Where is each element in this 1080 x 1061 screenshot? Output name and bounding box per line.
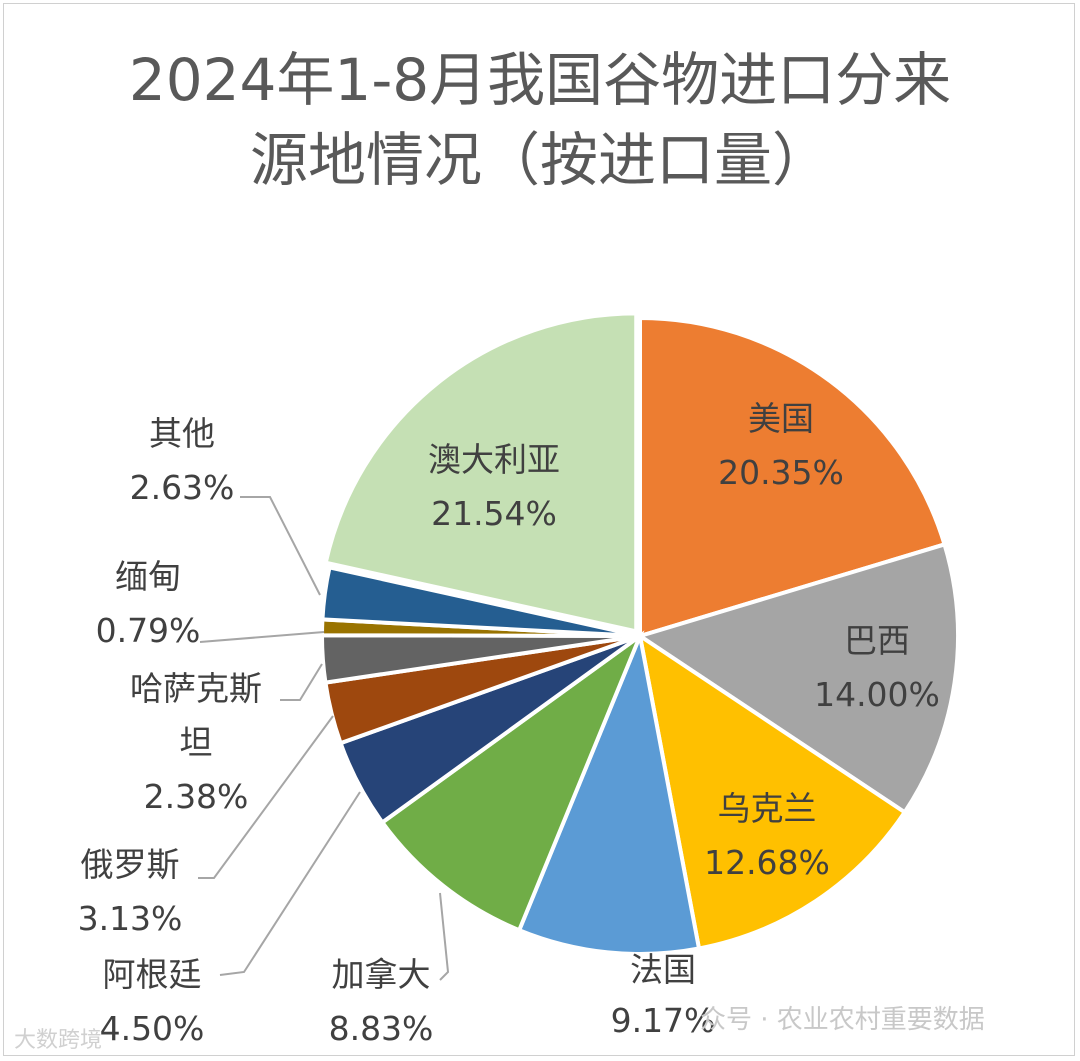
leader-line-9 xyxy=(240,496,321,596)
pie-slice-10 xyxy=(323,311,639,634)
slice-value-9: 2.63% xyxy=(130,468,235,507)
chart-title-line-2: 源地情况（按进口量） xyxy=(249,126,830,194)
slice-labels: 美国 20.35% 巴西 14.00% 乌克兰 12.68% 法国 9.17% 加拿大 8.83%… xyxy=(78,399,940,1048)
slice-value-5: 4.50% xyxy=(100,1009,205,1048)
slice-name-7-a: 哈萨克斯 xyxy=(130,669,262,708)
pie-slice-2 xyxy=(637,631,908,951)
chart-title-line-1: 2024年1-8月我国谷物进口分来 xyxy=(128,46,952,114)
slice-name-10: 澳大利亚 xyxy=(428,440,560,479)
pie-slices xyxy=(319,311,960,956)
slice-value-1: 14.00% xyxy=(814,675,940,714)
slice-value-3: 9.17% xyxy=(611,1001,716,1040)
watermark-group: 大数跨境 众号 · 农业农村重要数据 xyxy=(14,1005,985,1053)
leader-line-8 xyxy=(199,631,325,643)
slice-name-6: 俄罗斯 xyxy=(81,845,180,884)
slice-value-7: 2.38% xyxy=(144,777,249,816)
pie-slice-1 xyxy=(635,541,960,816)
pie-slice-4 xyxy=(379,630,645,933)
pie-slice-3 xyxy=(516,628,702,956)
slice-name-8: 缅甸 xyxy=(115,557,181,596)
slice-value-6: 3.13% xyxy=(78,899,183,938)
pie-slice-0 xyxy=(638,315,948,639)
leader-line-5 xyxy=(219,791,361,976)
slice-name-5: 阿根廷 xyxy=(103,955,202,994)
slice-name-3: 法国 xyxy=(630,950,696,989)
watermark-right: 众号 · 农业农村重要数据 xyxy=(700,1005,985,1035)
pie-slice-9 xyxy=(320,565,641,638)
leader-lines xyxy=(198,496,450,981)
slice-name-4: 加拿大 xyxy=(332,955,431,994)
slice-value-8: 0.79% xyxy=(96,611,201,650)
slice-name-9: 其他 xyxy=(149,414,215,453)
slice-name-7-b: 坦 xyxy=(180,723,213,762)
slice-value-10: 21.54% xyxy=(431,494,557,533)
leader-line-7 xyxy=(280,663,323,701)
slice-name-1: 巴西 xyxy=(844,621,910,660)
slice-name-2: 乌克兰 xyxy=(718,789,817,828)
watermark-left: 大数跨境 xyxy=(14,1028,102,1053)
slice-value-4: 8.83% xyxy=(329,1009,434,1048)
slice-name-0: 美国 xyxy=(748,399,814,438)
leader-line-4 xyxy=(439,892,450,981)
slice-value-0: 20.35% xyxy=(718,453,844,492)
leader-line-6 xyxy=(198,715,334,879)
slice-value-2: 12.68% xyxy=(704,843,830,882)
chart-title: 2024年1-8月我国谷物进口分来 源地情况（按进口量） xyxy=(0,40,1080,200)
